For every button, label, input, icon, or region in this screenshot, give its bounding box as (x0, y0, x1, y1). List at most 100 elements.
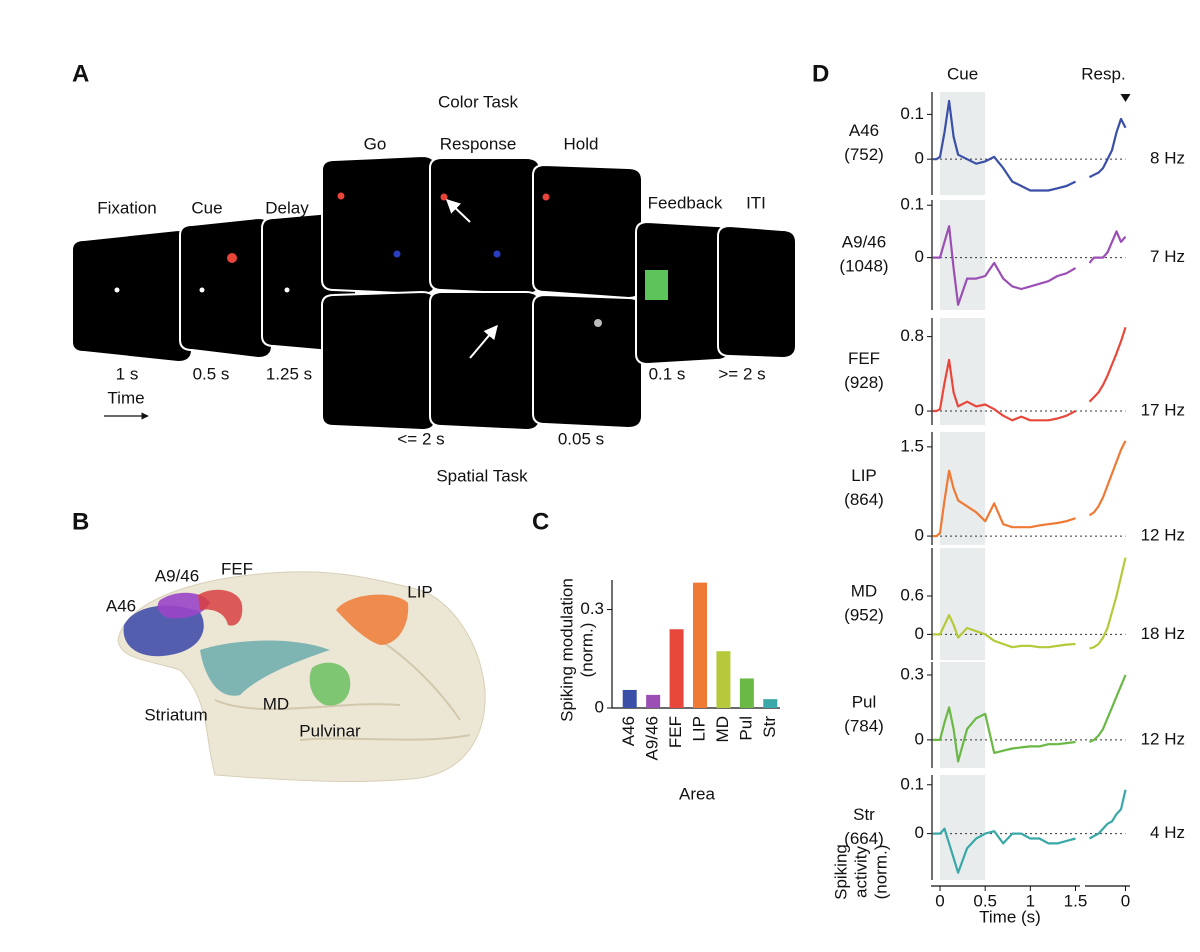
duration-label: 0.5 s (193, 364, 230, 383)
target-dot (594, 319, 602, 327)
y-tick-label: 0 (915, 149, 924, 168)
firing-rate: 18 Hz (1141, 624, 1185, 643)
unit-count: (928) (844, 373, 884, 392)
fixation-dot (114, 287, 120, 293)
y-tick-label: 0.6 (900, 585, 924, 604)
duration-label: 0.05 s (558, 429, 604, 448)
x-tick-label: A9/46 (643, 716, 662, 760)
screen (717, 225, 797, 359)
target-dot (493, 250, 501, 258)
unit-count: (1048) (839, 256, 888, 275)
region-a46 (123, 605, 204, 657)
y-tick-label: 0.1 (900, 774, 924, 793)
cue-window (940, 548, 986, 660)
area-name: Pul (852, 692, 877, 711)
firing-rate: 7 Hz (1150, 247, 1185, 266)
bar (646, 694, 661, 708)
stage-label: Response (440, 134, 517, 153)
y-tick-label: 0 (915, 247, 924, 266)
screen (532, 294, 643, 429)
x-tick-label: A46 (619, 716, 638, 746)
unit-count: (784) (844, 716, 884, 735)
stage-label: Fixation (97, 198, 157, 217)
x-axis-label: Area (679, 784, 715, 803)
x-tick-label: LIP (689, 716, 708, 742)
stage-label: Feedback (648, 193, 723, 212)
y-tick-label: 0.3 (900, 664, 924, 683)
y-tick-label: 0.1 (900, 104, 924, 123)
duration-label: >= 2 s (718, 364, 765, 383)
stage-label: Cue (191, 198, 222, 217)
saccade-arrow (469, 324, 498, 359)
x-tick-label: 0.5 (973, 891, 997, 910)
x-tick-label: Pul (736, 716, 755, 741)
y-tick-label: 0.3 (580, 599, 604, 618)
region-label: FEF (221, 559, 253, 578)
stage-label: Hold (564, 134, 599, 153)
region-a9-46 (157, 592, 210, 619)
y-tick-label: 0 (915, 401, 924, 420)
y-tick-label: 0 (915, 823, 924, 842)
y-axis-label: Spiking (831, 844, 850, 900)
y-axis-label: (norm.) (577, 623, 596, 678)
activity-line (1088, 326, 1127, 403)
unit-count: (864) (844, 490, 884, 509)
target-dot (542, 193, 550, 201)
screen (532, 164, 643, 299)
sulcus (214, 639, 471, 741)
stage-label: ITI (746, 193, 766, 212)
region-label: A9/46 (155, 566, 199, 585)
activity-line (932, 99, 1076, 192)
region-striatum (200, 640, 330, 696)
y-axis-label: (norm.) (871, 845, 890, 900)
screen (71, 229, 193, 363)
fixation-dot (199, 287, 205, 293)
activity-line (1089, 674, 1127, 743)
area-name: A46 (849, 121, 879, 140)
activity-line (932, 469, 1076, 538)
screen (321, 291, 437, 431)
bar (669, 629, 684, 708)
firing-rate: 12 Hz (1141, 729, 1185, 748)
region-label: MD (263, 694, 289, 713)
activity-line (932, 827, 1076, 874)
y-axis-label: activity (851, 846, 870, 898)
y-tick-label: 1.5 (900, 436, 924, 455)
bar (716, 651, 731, 708)
firing-rate: 17 Hz (1141, 401, 1185, 420)
activity-line (932, 358, 1077, 422)
area-name: MD (851, 581, 877, 600)
y-tick-label: 0 (915, 526, 924, 545)
cue-window (940, 775, 986, 880)
unit-count: (752) (844, 145, 884, 164)
panel-label: D (812, 60, 829, 87)
x-axis-label: Time (s) (979, 907, 1041, 926)
bar (739, 678, 754, 708)
duration-label: 1 s (116, 364, 139, 383)
firing-rate: 4 Hz (1150, 823, 1185, 842)
region-label: Pulvinar (299, 721, 361, 740)
y-tick-label: 0.1 (900, 195, 924, 214)
y-tick-label: 0 (915, 624, 924, 643)
x-tick-label: FEF (666, 716, 685, 748)
activity-line (1088, 117, 1127, 179)
y-axis-label: Spiking modulation (557, 578, 576, 722)
cue-label: Cue (947, 64, 978, 83)
brain (117, 571, 486, 782)
activity-line (932, 225, 1077, 306)
x-tick-label: 0 (935, 891, 944, 910)
task-label: Spatial Task (436, 466, 528, 485)
region-lip (336, 594, 409, 645)
activity-line (1088, 440, 1127, 517)
region-pulvinar (309, 662, 351, 706)
region-label: LIP (407, 582, 433, 601)
activity-line (1088, 789, 1127, 840)
x-tick-label: 1.5 (1064, 891, 1088, 910)
x-tick-label: MD (713, 716, 732, 742)
panel-label: B (72, 508, 89, 535)
x-tick-label: 1 (1026, 891, 1035, 910)
feedback-square (645, 270, 668, 300)
y-tick-label: 0 (595, 697, 604, 716)
fixation-dot (284, 287, 290, 293)
